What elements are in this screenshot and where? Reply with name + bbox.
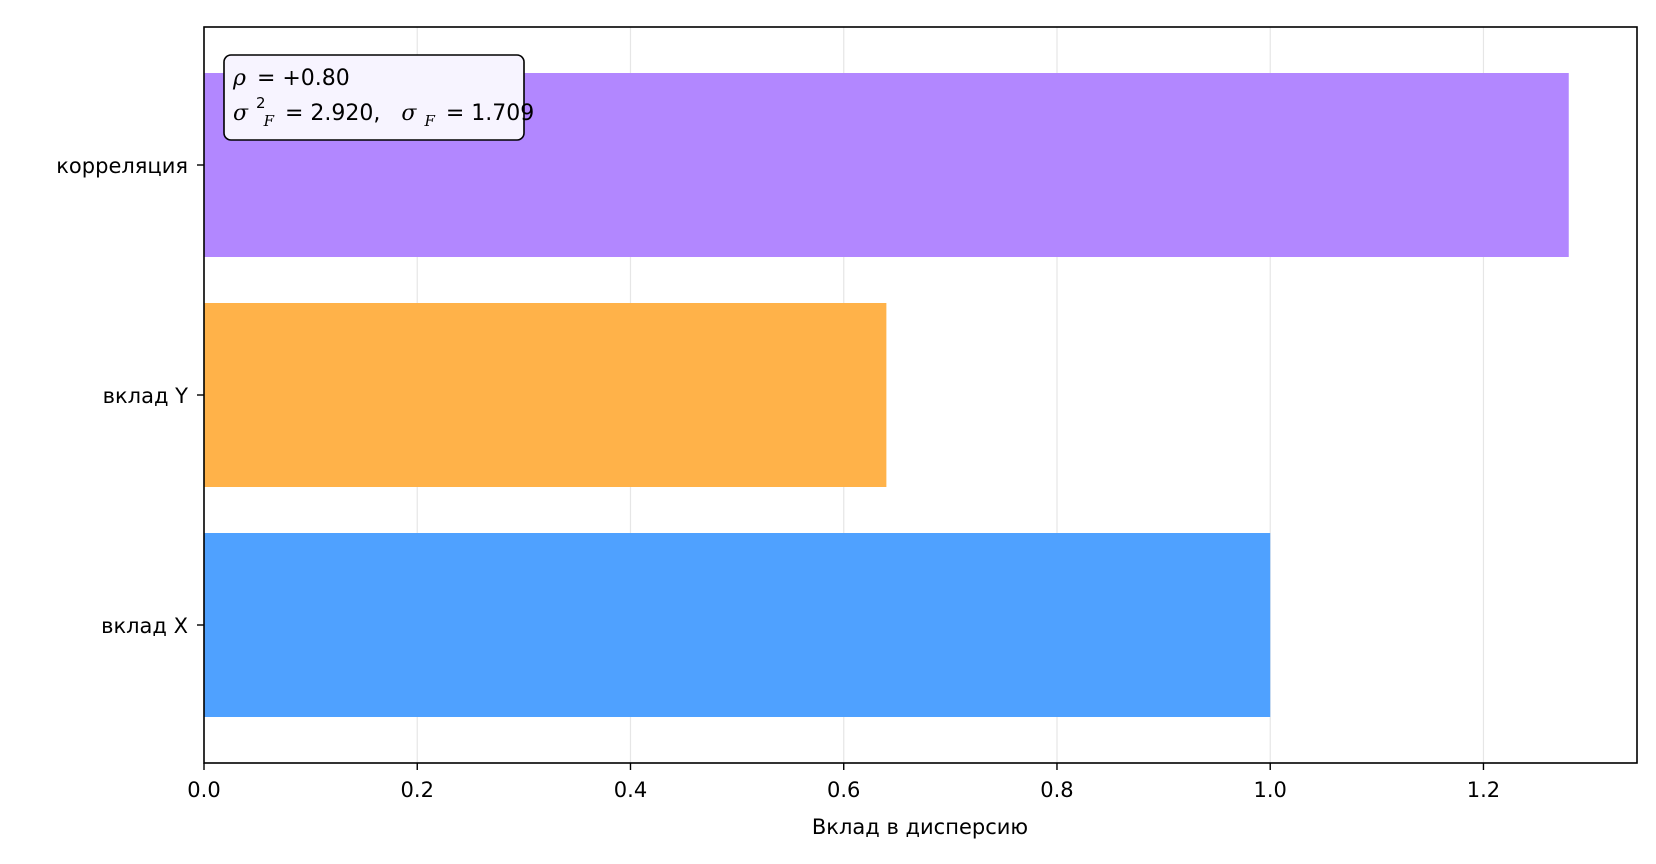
x-tick-label: 1.2 (1467, 778, 1500, 802)
x-tick-label: 1.0 (1254, 778, 1287, 802)
x-tick-label: 0.2 (401, 778, 434, 802)
sigma-superscript: 2 (256, 94, 266, 112)
std-value: = 1.709 (446, 101, 534, 126)
x-tick-label: 0.8 (1040, 778, 1073, 802)
statistics-annotation-box: ρ = +0.80 σ 2 F = 2.920, σ F = 1.709 (223, 54, 534, 141)
sigma-symbol-2: σ (401, 101, 417, 126)
x-axis-ticks: 0.0 0.2 0.4 0.6 0.8 1.0 1.2 (187, 763, 1500, 802)
bar-x-contribution (204, 533, 1271, 717)
annotation-box-background (223, 54, 525, 141)
rho-symbol: ρ (232, 66, 246, 91)
sigma-symbol: σ (233, 101, 249, 126)
y-tick-label: вклад Y (103, 384, 189, 408)
x-tick-label: 0.6 (827, 778, 860, 802)
rho-value: = +0.80 (257, 66, 350, 91)
y-tick-label: вклад X (101, 614, 188, 638)
x-axis-label: Вклад в дисперсию (812, 815, 1028, 839)
sigma-line: σ 2 F = 2.920, σ F = 1.709 (233, 89, 534, 132)
sigma-subscript-2: F (423, 112, 435, 130)
variance-value: = 2.920, (285, 101, 380, 126)
rho-line: ρ = +0.80 (232, 66, 350, 91)
x-tick-label: 0.4 (614, 778, 647, 802)
bar-y-contribution (204, 303, 887, 487)
bars (204, 73, 1569, 717)
y-axis-ticks: вклад X вклад Y корреляция (56, 154, 204, 638)
x-tick-label: 0.0 (187, 778, 220, 802)
y-tick-label: корреляция (56, 154, 188, 178)
sigma-subscript: F (263, 112, 275, 130)
